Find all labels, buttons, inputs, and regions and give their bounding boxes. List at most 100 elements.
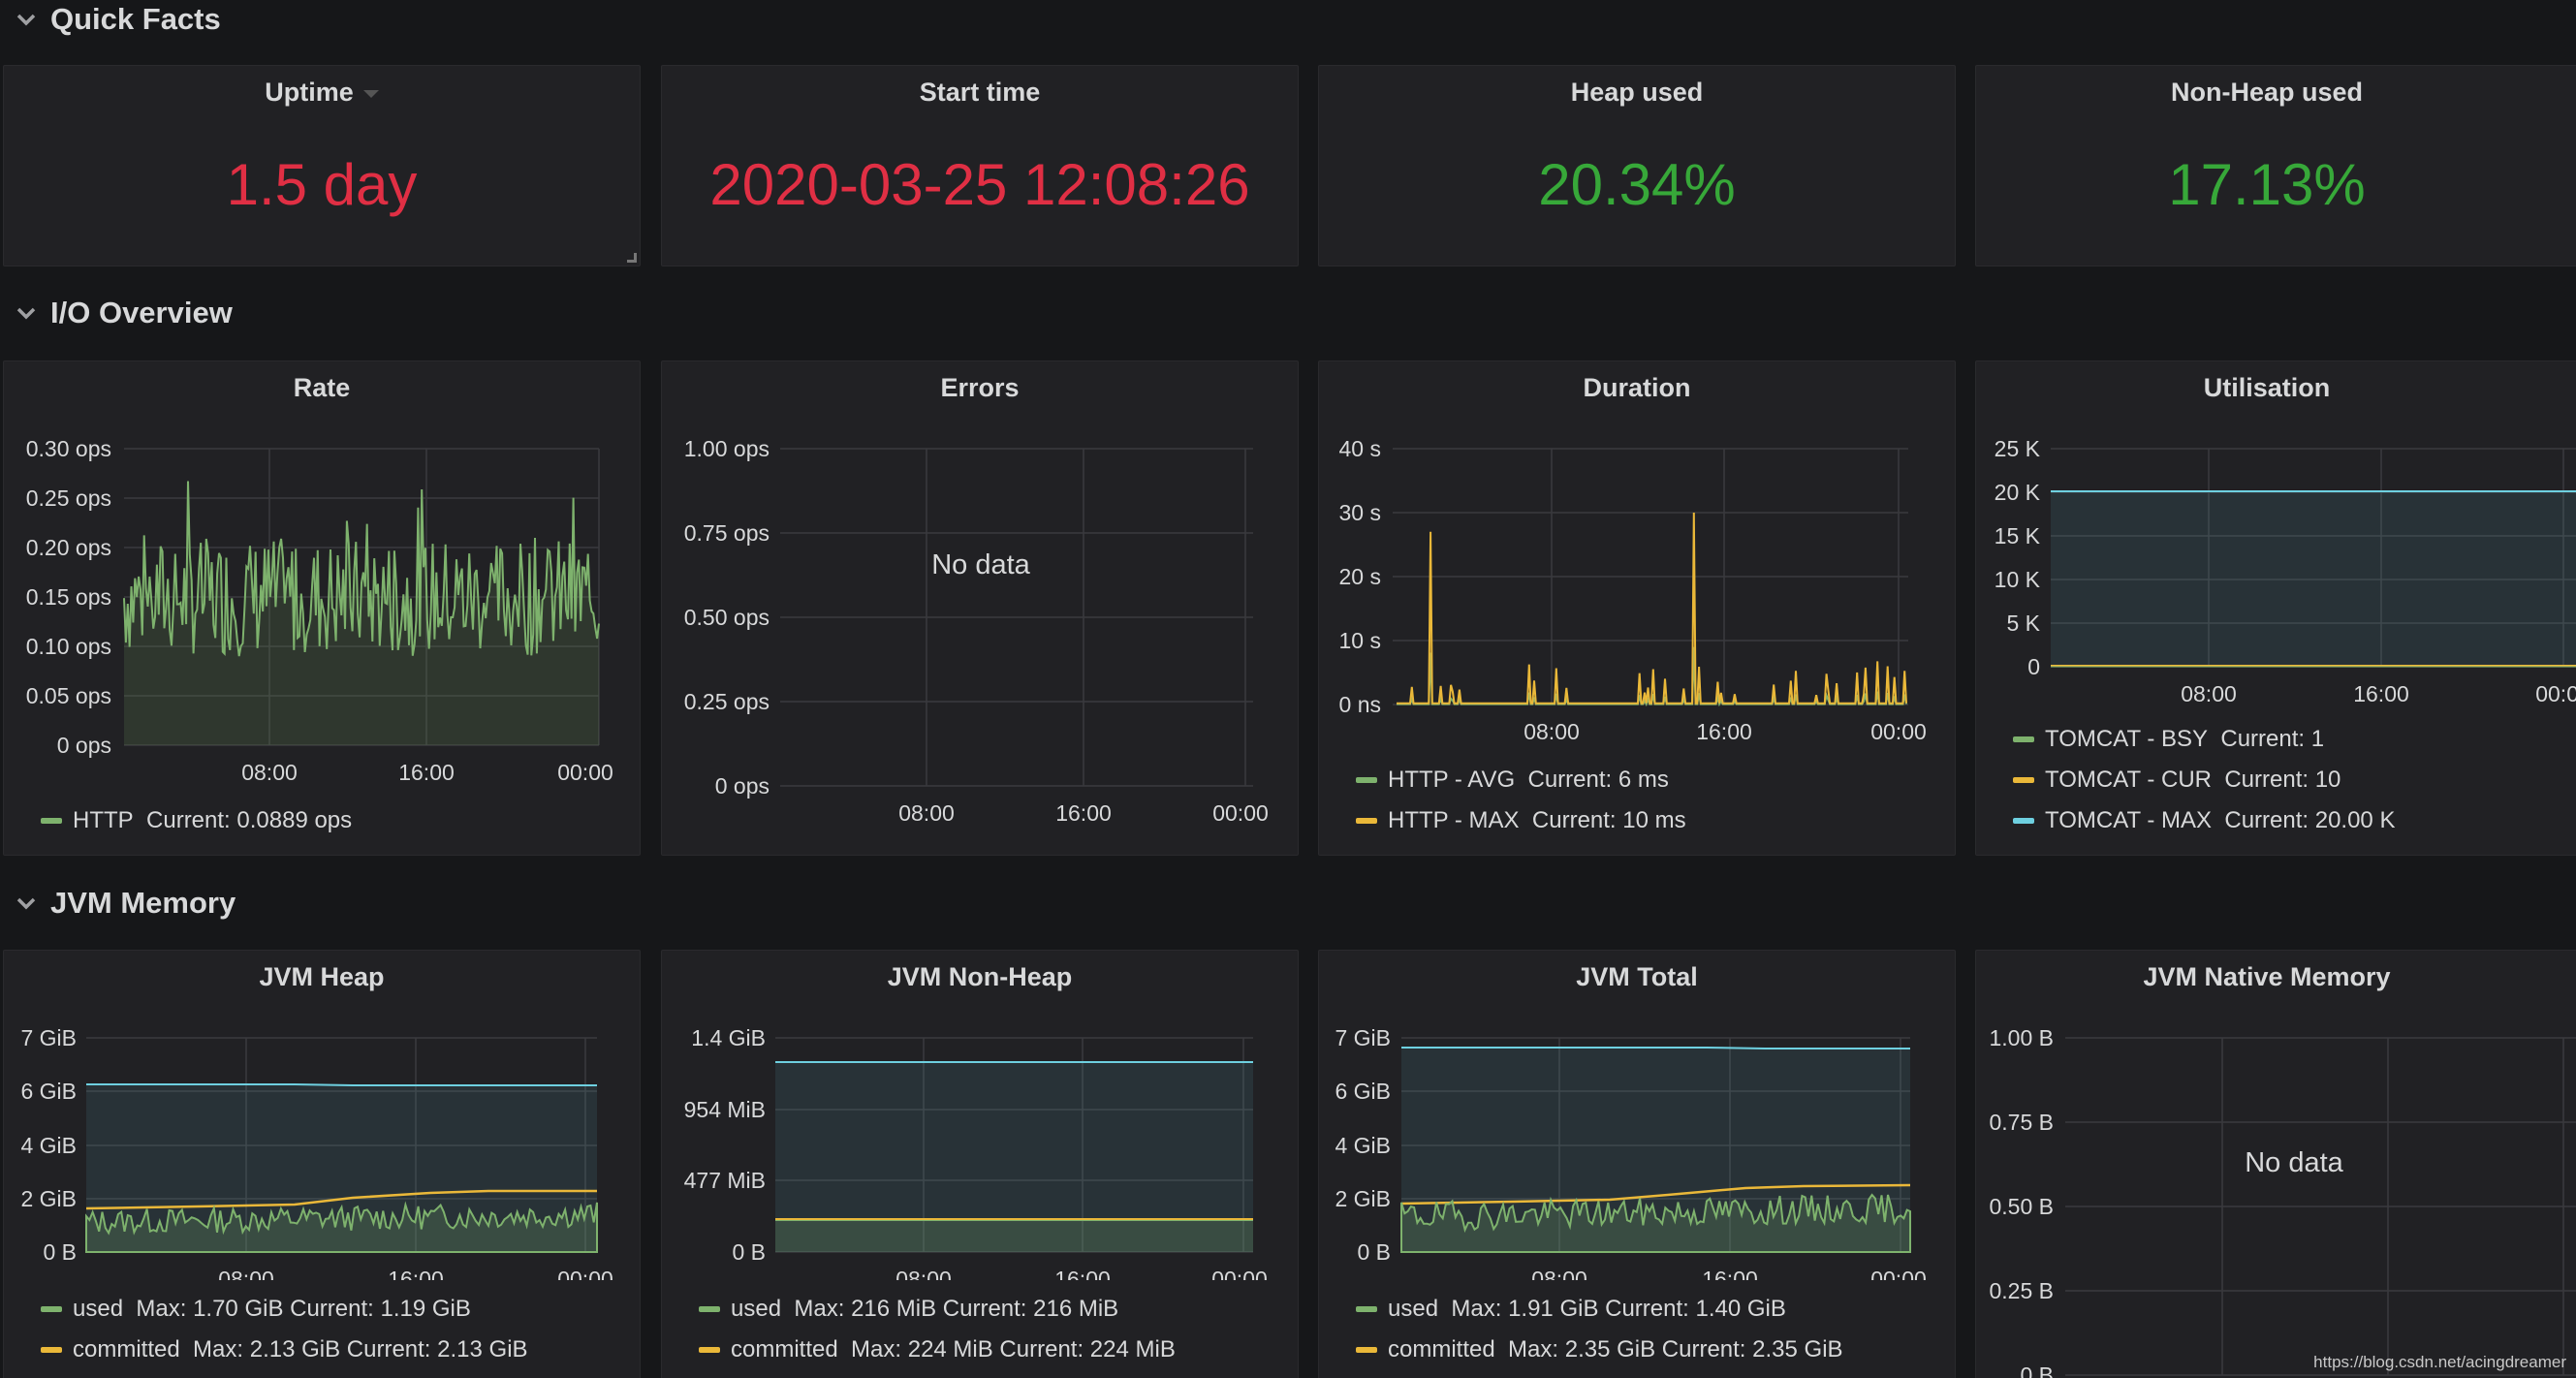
- grid: [775, 1037, 1253, 1253]
- legend-item[interactable]: committed Max: 2.13 GiB Current: 2.13 Gi…: [41, 1330, 528, 1370]
- y-axis: 1.00 B 0.75 B 0.50 B 0.25 B 0 B: [1990, 1025, 2055, 1378]
- y-tick: 1.00 ops: [684, 436, 770, 461]
- x-tick: 08:00: [241, 760, 298, 785]
- panel-title[interactable]: Utilisation: [2203, 373, 2331, 402]
- legend-item[interactable]: HTTP - AVG Current: 6 ms: [1356, 760, 1686, 800]
- legend-item[interactable]: HTTP - MAX Current: 10 ms: [1356, 800, 1686, 841]
- panel-title[interactable]: Uptime: [4, 78, 640, 108]
- panel-title[interactable]: JVM Non-Heap: [887, 962, 1073, 991]
- panel-errors[interactable]: Errors 1.00 ops 0.75 ops 0.50 ops 0.25 o…: [661, 360, 1299, 856]
- panel-start-time[interactable]: Start time 2020-03-25 12:08:26: [661, 65, 1299, 266]
- panel-title[interactable]: Non-Heap used: [2170, 78, 2364, 107]
- legend: HTTP Current: 0.0889 ops: [41, 800, 352, 841]
- x-axis: 08:00 16:00 00:00: [1524, 719, 1927, 744]
- legend-item[interactable]: committed Max: 2.35 GiB Current: 2.35 Gi…: [1356, 1330, 1843, 1370]
- y-tick: 954 MiB: [684, 1097, 766, 1122]
- panel-title[interactable]: Errors: [940, 373, 1020, 402]
- x-tick: 00:00: [2535, 681, 2576, 706]
- duration-graph[interactable]: 40 s 30 s 20 s 10 s 0 ns 08:00 16:00 00:…: [1319, 361, 1957, 749]
- panel-jvm-native[interactable]: JVM Native Memory 1.00 B 0.75 B 0.50 B 0…: [1975, 950, 2576, 1378]
- chevron-down-icon: [16, 307, 36, 320]
- x-tick: 00:00: [1211, 1267, 1268, 1280]
- y-tick: 0.25 B: [1990, 1278, 2055, 1303]
- rate-graph[interactable]: 0.30 ops 0.25 ops 0.20 ops 0.15 ops 0.10…: [4, 361, 642, 788]
- resize-handle-icon[interactable]: [627, 253, 637, 263]
- x-axis: 08:00 16:00 00:00: [2181, 681, 2576, 706]
- jvm-native-graph[interactable]: 1.00 B 0.75 B 0.50 B 0.25 B 0 B No data: [1976, 951, 2576, 1378]
- legend-swatch: [41, 818, 62, 824]
- legend-swatch: [41, 1347, 62, 1353]
- y-tick: 0 B: [2020, 1362, 2054, 1378]
- y-tick: 0 ops: [57, 733, 111, 758]
- x-tick: 00:00: [557, 1267, 613, 1280]
- panel-utilisation[interactable]: Utilisation 25 K 20 K 15 K 10 K 5 K 0: [1975, 360, 2576, 856]
- legend-swatch: [699, 1347, 720, 1353]
- y-tick: 15 K: [1995, 523, 2041, 548]
- legend: used Max: 1.70 GiB Current: 1.19 GiB com…: [41, 1289, 528, 1370]
- y-tick: 0.25 ops: [684, 689, 770, 714]
- panel-title[interactable]: JVM Native Memory: [2143, 962, 2391, 991]
- legend: HTTP - AVG Current: 6 ms HTTP - MAX Curr…: [1356, 760, 1686, 841]
- jvm-heap-graph[interactable]: 7 GiB 6 GiB 4 GiB 2 GiB 0 B 08:00 16:00 …: [4, 951, 642, 1280]
- legend-item[interactable]: HTTP Current: 0.0889 ops: [41, 800, 352, 841]
- panel-jvm-nonheap[interactable]: JVM Non-Heap 1.4 GiB 954 MiB 477 MiB 0 B…: [661, 950, 1299, 1378]
- panel-title[interactable]: JVM Heap: [259, 962, 385, 991]
- utilisation-graph[interactable]: 25 K 20 K 15 K 10 K 5 K 0 08:00 16:00 00…: [1976, 361, 2576, 710]
- panel-heap-used[interactable]: Heap used 20.34%: [1318, 65, 1956, 266]
- panel-rate[interactable]: Rate 0.30 ops 0.25 ops 0.20 ops 0.15 ops…: [3, 360, 641, 856]
- panel-jvm-total[interactable]: JVM Total 7 GiB 6 GiB 4 GiB 2 GiB 0 B 08: [1318, 950, 1956, 1378]
- x-tick: 08:00: [898, 800, 955, 826]
- errors-graph[interactable]: 1.00 ops 0.75 ops 0.50 ops 0.25 ops 0 op…: [662, 361, 1300, 827]
- y-tick: 10 s: [1339, 628, 1381, 653]
- series-max: [1401, 1047, 1910, 1049]
- row-quick-facts[interactable]: Quick Facts: [0, 0, 221, 39]
- y-tick: 0.50 B: [1990, 1194, 2055, 1219]
- y-tick: 0.50 ops: [684, 605, 770, 630]
- y-tick: 40 s: [1339, 436, 1381, 461]
- y-tick: 0 ops: [715, 773, 770, 799]
- y-tick: 25 K: [1995, 436, 2041, 461]
- series-committed: [85, 1189, 597, 1210]
- x-tick: 16:00: [1702, 1267, 1758, 1280]
- panel-nonheap-used[interactable]: Non-Heap used 17.13%: [1975, 65, 2576, 266]
- y-tick: 10 K: [1995, 567, 2041, 592]
- panel-uptime[interactable]: Uptime 1.5 day: [3, 65, 641, 266]
- x-tick: 08:00: [2181, 681, 2237, 706]
- y-axis: 25 K 20 K 15 K 10 K 5 K 0: [1995, 436, 2041, 679]
- x-tick: 08:00: [1524, 719, 1580, 744]
- y-tick: 5 K: [2006, 611, 2040, 636]
- legend-item[interactable]: used Max: 216 MiB Current: 216 MiB: [699, 1289, 1176, 1330]
- legend-item[interactable]: TOMCAT - CUR Current: 10: [2013, 760, 2395, 800]
- x-axis: 08:00 16:00 00:00: [895, 1267, 1268, 1280]
- legend: used Max: 1.91 GiB Current: 1.40 GiB com…: [1356, 1289, 1843, 1370]
- series-tomcat-max-area: [2051, 491, 2576, 667]
- series-http-max: [1397, 512, 1907, 705]
- legend-item[interactable]: TOMCAT - MAX Current: 20.00 K: [2013, 800, 2395, 841]
- row-jvm-memory[interactable]: JVM Memory: [0, 884, 236, 923]
- legend-item[interactable]: TOMCAT - BSY Current: 1: [2013, 719, 2395, 760]
- series-max: [86, 1083, 597, 1086]
- start-time-value: 2020-03-25 12:08:26: [709, 152, 1250, 217]
- y-tick: 2 GiB: [20, 1186, 77, 1211]
- panel-title[interactable]: Duration: [1583, 373, 1691, 402]
- y-tick: 7 GiB: [1335, 1025, 1391, 1050]
- jvm-total-graph[interactable]: 7 GiB 6 GiB 4 GiB 2 GiB 0 B 08:00 16:00 …: [1319, 951, 1957, 1280]
- row-io-overview[interactable]: I/O Overview: [0, 294, 233, 332]
- series-used: [1400, 1193, 1911, 1253]
- jvm-nonheap-graph[interactable]: 1.4 GiB 954 MiB 477 MiB 0 B 08:00 16:00 …: [662, 951, 1300, 1280]
- panel-jvm-heap[interactable]: JVM Heap 7 GiB 6 GiB 4 GiB 2 GiB 0 B 08:: [3, 950, 641, 1378]
- legend-item[interactable]: committed Max: 224 MiB Current: 224 MiB: [699, 1330, 1176, 1370]
- grid: [2065, 1037, 2576, 1376]
- panel-duration[interactable]: Duration 40 s 30 s 20 s 10 s 0 ns 08:00: [1318, 360, 1956, 856]
- panel-title[interactable]: Rate: [293, 373, 351, 402]
- panel-title[interactable]: JVM Total: [1576, 962, 1698, 991]
- panel-title[interactable]: Start time: [919, 78, 1041, 107]
- y-tick: 0 B: [43, 1239, 77, 1265]
- panel-title[interactable]: Heap used: [1570, 78, 1704, 107]
- chevron-down-icon[interactable]: [362, 89, 379, 98]
- y-tick: 0.15 ops: [26, 584, 111, 610]
- legend-item[interactable]: used Max: 1.91 GiB Current: 1.40 GiB: [1356, 1289, 1843, 1330]
- legend-item[interactable]: used Max: 1.70 GiB Current: 1.19 GiB: [41, 1289, 528, 1330]
- y-tick: 0.75 ops: [684, 520, 770, 546]
